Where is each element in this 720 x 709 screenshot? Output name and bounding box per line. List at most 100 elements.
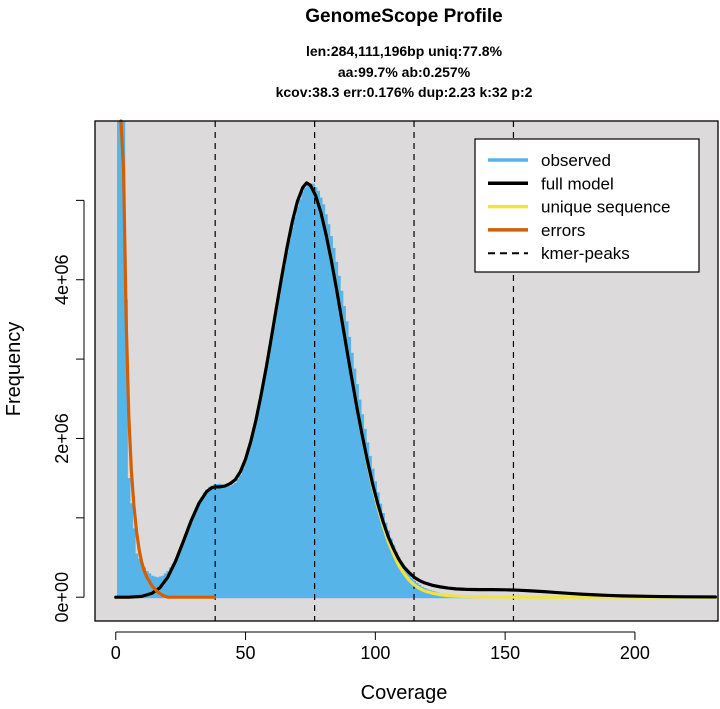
observed-bar xyxy=(267,355,271,599)
observed-bar xyxy=(254,422,258,599)
legend-label: unique sequence xyxy=(541,198,671,217)
observed-bar xyxy=(143,567,147,599)
observed-bar xyxy=(301,191,305,599)
observed-bar xyxy=(420,586,424,599)
observed-bar xyxy=(215,484,219,599)
observed-bar xyxy=(137,558,141,599)
observed-bar xyxy=(412,580,416,599)
observed-bar xyxy=(187,528,191,599)
observed-bar xyxy=(252,433,256,599)
observed-bar xyxy=(272,325,276,599)
observed-bar xyxy=(124,299,128,599)
observed-bar xyxy=(280,280,284,599)
chart-subtitle-line-1: len:284,111,196bp uniq:77.8% xyxy=(306,43,503,59)
observed-bar xyxy=(389,538,393,599)
y-axis-label: Frequency xyxy=(3,322,25,417)
observed-bar xyxy=(350,352,354,599)
observed-bar xyxy=(309,183,313,599)
x-tick-label: 100 xyxy=(360,643,390,663)
observed-bar xyxy=(249,444,253,599)
observed-bar xyxy=(303,187,307,599)
observed-bar xyxy=(270,340,274,599)
chart-title: GenomeScope Profile xyxy=(305,6,502,27)
observed-bar xyxy=(327,224,331,599)
observed-bar xyxy=(371,468,375,599)
observed-bar xyxy=(127,478,131,599)
observed-bar xyxy=(168,567,172,599)
observed-bar xyxy=(296,206,300,599)
observed-bar xyxy=(345,321,349,599)
observed-bar xyxy=(384,522,388,599)
observed-bar xyxy=(392,545,396,599)
legend-label: full model xyxy=(541,174,614,193)
observed-bar xyxy=(400,562,404,599)
observed-bar xyxy=(262,384,266,599)
observed-bar xyxy=(233,482,237,599)
observed-bar xyxy=(293,217,297,599)
observed-bar xyxy=(407,574,411,599)
observed-bar xyxy=(394,551,398,599)
observed-bar xyxy=(265,370,269,599)
legend-label: errors xyxy=(541,221,585,240)
observed-bar xyxy=(314,187,318,599)
x-tick-label: 0 xyxy=(111,643,121,663)
observed-bar xyxy=(358,399,362,599)
observed-bar xyxy=(163,573,167,599)
observed-bar xyxy=(130,503,134,599)
observed-bar xyxy=(246,452,250,599)
observed-bar xyxy=(324,214,328,599)
observed-bar xyxy=(355,384,359,599)
x-tick-label: 150 xyxy=(490,643,520,663)
observed-bar xyxy=(194,508,198,599)
observed-bar xyxy=(200,497,204,599)
observed-bar xyxy=(228,486,232,599)
observed-bar xyxy=(353,368,357,599)
observed-bar xyxy=(319,197,323,599)
observed-bar xyxy=(387,530,391,599)
x-tick-label: 50 xyxy=(236,643,256,663)
observed-bar xyxy=(140,563,144,599)
observed-bar xyxy=(244,461,248,599)
observed-bar xyxy=(283,266,287,599)
observed-bar xyxy=(332,247,336,599)
observed-bar xyxy=(275,310,279,599)
observed-bar xyxy=(117,121,121,599)
x-axis: 0 50 100 150 200 xyxy=(111,631,650,663)
y-tick-label: 4e+06 xyxy=(52,254,72,305)
chart-subtitle-line-3: kcov:38.3 err:0.176% dup:2.23 k:32 p:2 xyxy=(276,84,533,100)
observed-bar xyxy=(197,501,201,599)
observed-layer xyxy=(117,121,718,599)
y-tick-label: 2e+06 xyxy=(52,413,72,464)
y-tick-label: 0e+00 xyxy=(52,572,72,623)
observed-bar xyxy=(316,190,320,599)
observed-bar xyxy=(337,275,341,599)
observed-bar xyxy=(171,563,175,599)
observed-bar xyxy=(174,559,178,599)
y-axis: 0e+00 2e+06 4e+06 xyxy=(52,199,85,623)
observed-bar xyxy=(335,261,339,599)
observed-bar xyxy=(402,566,406,599)
observed-bar xyxy=(132,528,136,599)
observed-bar xyxy=(288,239,292,599)
observed-bar xyxy=(184,535,188,599)
model-lines-layer xyxy=(114,119,718,599)
observed-bar xyxy=(241,468,245,599)
observed-bar xyxy=(148,573,152,599)
observed-bar xyxy=(226,485,230,599)
observed-bar xyxy=(425,589,429,599)
observed-bar xyxy=(410,578,414,599)
observed-bar xyxy=(176,554,180,599)
observed-bar xyxy=(161,575,165,599)
observed-bar xyxy=(306,183,310,599)
observed-bar xyxy=(311,183,315,599)
observed-bar xyxy=(192,514,196,599)
observed-bar xyxy=(205,489,209,599)
observed-bar xyxy=(218,483,222,599)
observed-bar xyxy=(285,251,289,599)
observed-bar xyxy=(202,492,206,599)
observed-bar xyxy=(405,571,409,599)
observed-bar xyxy=(366,442,370,599)
observed-bar xyxy=(379,503,383,599)
x-tick-label: 200 xyxy=(620,643,650,663)
